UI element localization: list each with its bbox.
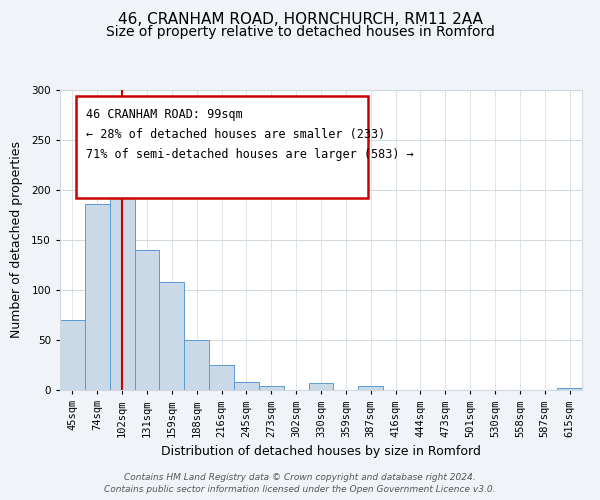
- Bar: [184, 340, 209, 390]
- Bar: [259, 386, 284, 390]
- Bar: [134, 250, 160, 390]
- Text: 46 CRANHAM ROAD: 99sqm
← 28% of detached houses are smaller (233)
71% of semi-de: 46 CRANHAM ROAD: 99sqm ← 28% of detached…: [86, 108, 414, 161]
- Bar: [85, 204, 110, 390]
- Bar: [209, 365, 234, 390]
- Bar: [308, 383, 334, 390]
- Bar: [234, 382, 259, 390]
- X-axis label: Distribution of detached houses by size in Romford: Distribution of detached houses by size …: [161, 445, 481, 458]
- Text: Size of property relative to detached houses in Romford: Size of property relative to detached ho…: [106, 25, 494, 39]
- Bar: [60, 320, 85, 390]
- Bar: [358, 386, 383, 390]
- Bar: [557, 388, 582, 390]
- Y-axis label: Number of detached properties: Number of detached properties: [10, 142, 23, 338]
- Bar: [110, 168, 134, 390]
- FancyBboxPatch shape: [76, 96, 368, 198]
- Text: Contains HM Land Registry data © Crown copyright and database right 2024.: Contains HM Land Registry data © Crown c…: [124, 473, 476, 482]
- Text: Contains public sector information licensed under the Open Government Licence v3: Contains public sector information licen…: [104, 486, 496, 494]
- Text: 46, CRANHAM ROAD, HORNCHURCH, RM11 2AA: 46, CRANHAM ROAD, HORNCHURCH, RM11 2AA: [118, 12, 482, 28]
- Bar: [160, 282, 184, 390]
